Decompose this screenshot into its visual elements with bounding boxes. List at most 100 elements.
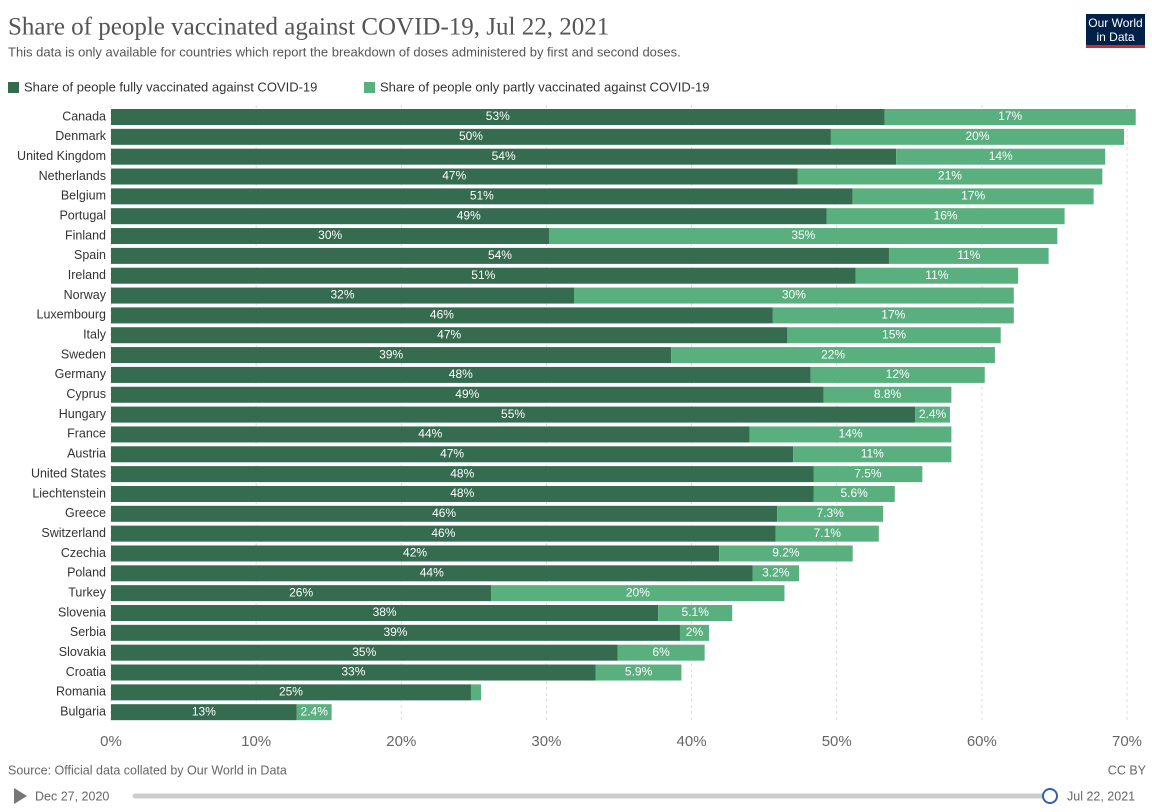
value-label: 50%	[459, 129, 483, 143]
bar-segment	[797, 168, 1103, 185]
bar-segment	[111, 684, 471, 701]
category-label: Germany	[55, 367, 107, 381]
category-label: Cyprus	[66, 387, 106, 401]
bar-segment	[111, 128, 831, 145]
category-label: Luxembourg	[37, 308, 107, 322]
bar-segment	[111, 485, 814, 502]
value-label: 8.8%	[874, 387, 902, 401]
bar-segment	[852, 188, 1094, 205]
value-label: 2.4%	[919, 407, 947, 421]
category-label: United Kingdom	[17, 149, 106, 163]
bar-segment	[830, 128, 1125, 145]
value-label: 39%	[379, 347, 403, 361]
bar-segment	[111, 247, 889, 264]
value-label: 47%	[437, 327, 461, 341]
bar-segment	[679, 624, 709, 641]
value-label: 14%	[838, 427, 862, 441]
value-label: 17%	[961, 189, 985, 203]
category-label: Denmark	[55, 129, 106, 143]
bar-segment	[574, 287, 1014, 304]
value-label: 5.9%	[625, 665, 653, 679]
bar-segment	[111, 704, 297, 721]
value-label: 11%	[957, 248, 980, 262]
bar-segment	[793, 446, 952, 463]
timeline-start: Dec 27, 2020	[35, 789, 109, 803]
logo[interactable]: Our World in Data	[1086, 14, 1145, 48]
value-label: 44%	[420, 565, 444, 579]
value-label: 11%	[861, 446, 884, 460]
bar-segment	[810, 366, 985, 383]
bar-segment	[595, 664, 682, 681]
value-label: 51%	[471, 268, 495, 282]
bar-segment	[111, 327, 788, 344]
value-label: 20%	[965, 129, 989, 143]
value-label: 22%	[821, 347, 845, 361]
bar-segment	[111, 366, 811, 383]
bar-segment	[111, 208, 827, 225]
bar-segment	[617, 644, 705, 661]
timeline-end: Jul 22, 2021	[1067, 789, 1135, 803]
bar-segment	[296, 704, 332, 721]
value-label: 5.6%	[840, 486, 868, 500]
bar-segment	[823, 386, 952, 403]
bar-segment	[826, 208, 1065, 225]
bar-segment	[915, 406, 950, 423]
legend-swatch	[8, 82, 19, 93]
category-label: Spain	[74, 248, 106, 262]
license: CC BY	[1108, 763, 1147, 777]
category-label: Italy	[83, 328, 107, 342]
bar-segment	[111, 605, 659, 621]
x-tick-label: 40%	[677, 733, 707, 750]
bar-segment	[111, 624, 680, 641]
bar-segment	[111, 565, 753, 582]
category-label: Sweden	[61, 347, 106, 361]
legend-label: Share of people only partly vaccinated a…	[380, 79, 710, 94]
value-label: 20%	[626, 585, 650, 599]
bar-segment	[777, 505, 884, 522]
category-label: Switzerland	[41, 526, 106, 540]
category-label: Liechtenstein	[32, 486, 106, 500]
bar-segment	[896, 148, 1106, 165]
x-tick-label: 0%	[100, 733, 122, 750]
bar-segment	[111, 287, 575, 304]
x-tick-label: 30%	[531, 733, 561, 750]
bar-segment	[772, 307, 1014, 324]
value-label: 46%	[432, 506, 456, 520]
value-label: 25%	[279, 685, 303, 699]
bar-segment	[491, 585, 785, 602]
value-label: 49%	[455, 387, 479, 401]
bar-segment	[884, 109, 1136, 125]
chart-subtitle: This data is only available for countrie…	[8, 44, 681, 59]
value-label: 48%	[449, 367, 473, 381]
category-label: Hungary	[59, 407, 107, 421]
value-label: 38%	[373, 605, 397, 619]
timeline-handle[interactable]	[1042, 788, 1058, 804]
bar-segment	[111, 446, 794, 463]
category-label: Serbia	[70, 625, 106, 639]
category-label: Austria	[67, 447, 106, 461]
logo-box	[1086, 14, 1145, 48]
value-label: 13%	[192, 704, 216, 718]
bar-segment	[111, 188, 853, 205]
bar-segment	[658, 605, 733, 621]
value-label: 2.4%	[301, 704, 329, 718]
play-button[interactable]	[14, 788, 27, 804]
value-label: 54%	[492, 149, 516, 163]
legend-label: Share of people fully vaccinated against…	[24, 79, 317, 94]
bar-segment	[111, 307, 773, 324]
bar-segment	[719, 545, 853, 562]
x-tick-label: 10%	[241, 733, 271, 750]
bar-segment	[111, 545, 720, 562]
category-label: Ireland	[68, 268, 106, 282]
value-label: 26%	[289, 585, 313, 599]
value-label: 35%	[791, 228, 815, 242]
value-label: 42%	[403, 546, 427, 560]
bar-segment	[775, 525, 879, 542]
category-label: Finland	[65, 228, 106, 242]
logo-text: Our World	[1088, 16, 1142, 30]
bar-segment	[752, 565, 799, 582]
bar-segment	[111, 109, 885, 125]
value-label: 7.5%	[854, 466, 882, 480]
bar-segment	[111, 347, 672, 364]
